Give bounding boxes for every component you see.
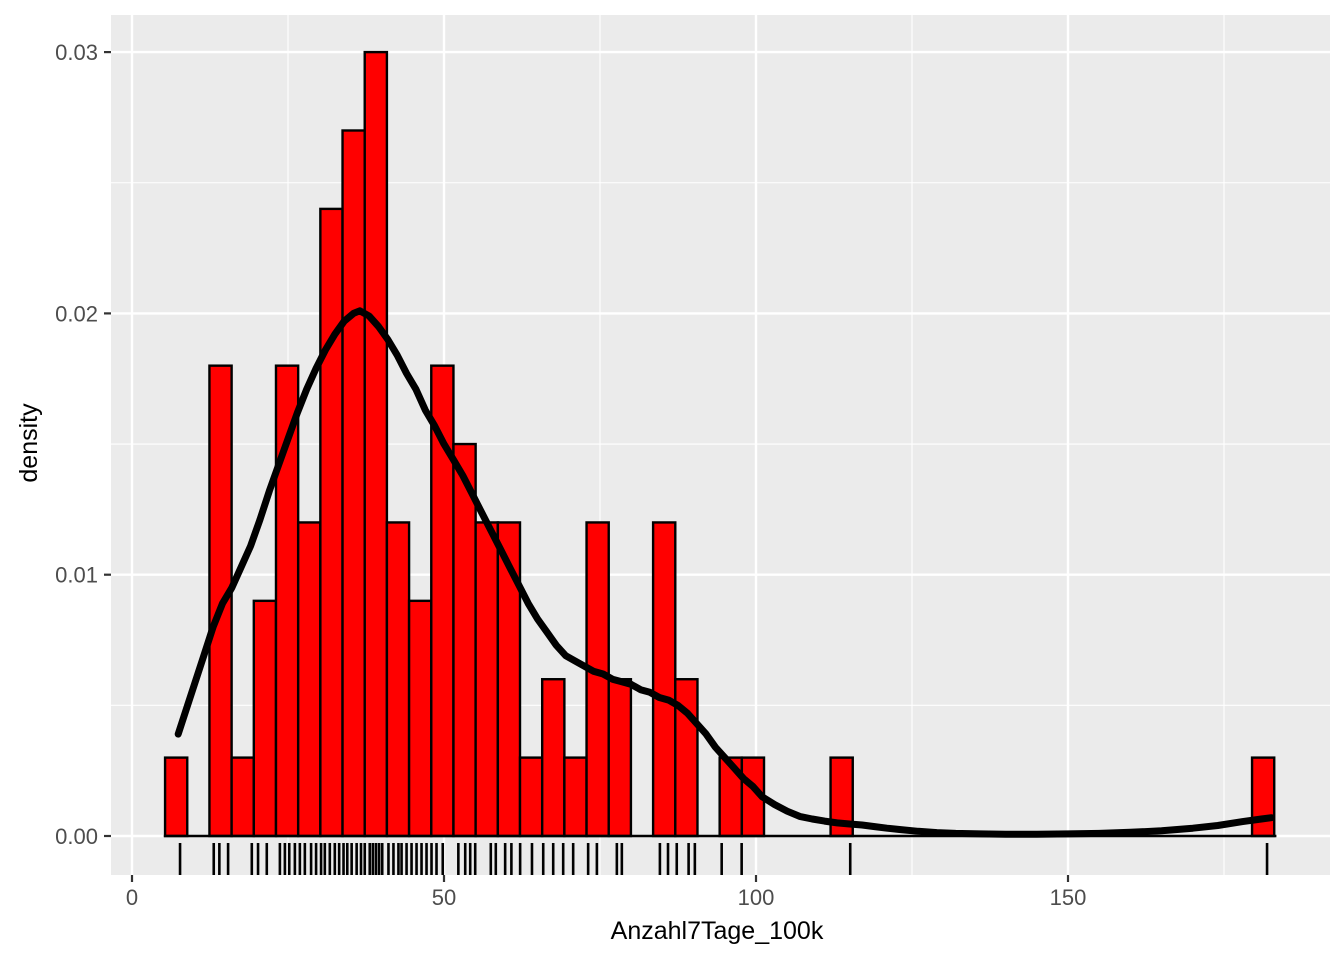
histogram-bar bbox=[540, 678, 566, 838]
histogram-bar bbox=[407, 599, 433, 838]
histogram-bar bbox=[163, 756, 189, 838]
x-tick-label: 100 bbox=[738, 885, 775, 910]
y-tick-label: 0.00 bbox=[55, 824, 98, 849]
x-tick-label: 150 bbox=[1050, 885, 1087, 910]
density-curve bbox=[174, 307, 1275, 838]
y-tick-label: 0.02 bbox=[55, 301, 98, 326]
y-tick-label: 0.03 bbox=[55, 40, 98, 65]
y-tick-label: 0.01 bbox=[55, 563, 98, 588]
x-tick-label: 0 bbox=[126, 885, 138, 910]
histogram-bar bbox=[1250, 756, 1276, 838]
histogram-bar bbox=[341, 129, 366, 838]
histogram-bar bbox=[252, 599, 278, 838]
histogram-bar bbox=[474, 521, 500, 838]
histogram-bar bbox=[518, 756, 544, 838]
histogram-bar bbox=[385, 521, 411, 838]
histogram-bar bbox=[296, 521, 322, 838]
histogram-bar bbox=[363, 50, 389, 838]
histogram-bar bbox=[607, 678, 633, 838]
x-tick-label: 50 bbox=[432, 885, 456, 910]
histogram-bar bbox=[230, 756, 256, 838]
rug-marks bbox=[178, 843, 1269, 875]
histogram-bar bbox=[563, 756, 588, 838]
histogram-bar bbox=[651, 521, 677, 838]
x-axis-title: Anzahl7Tage_100k bbox=[611, 917, 824, 945]
y-axis-title: density bbox=[15, 403, 43, 483]
histogram-bar bbox=[452, 442, 477, 838]
histogram-bar bbox=[319, 207, 344, 838]
